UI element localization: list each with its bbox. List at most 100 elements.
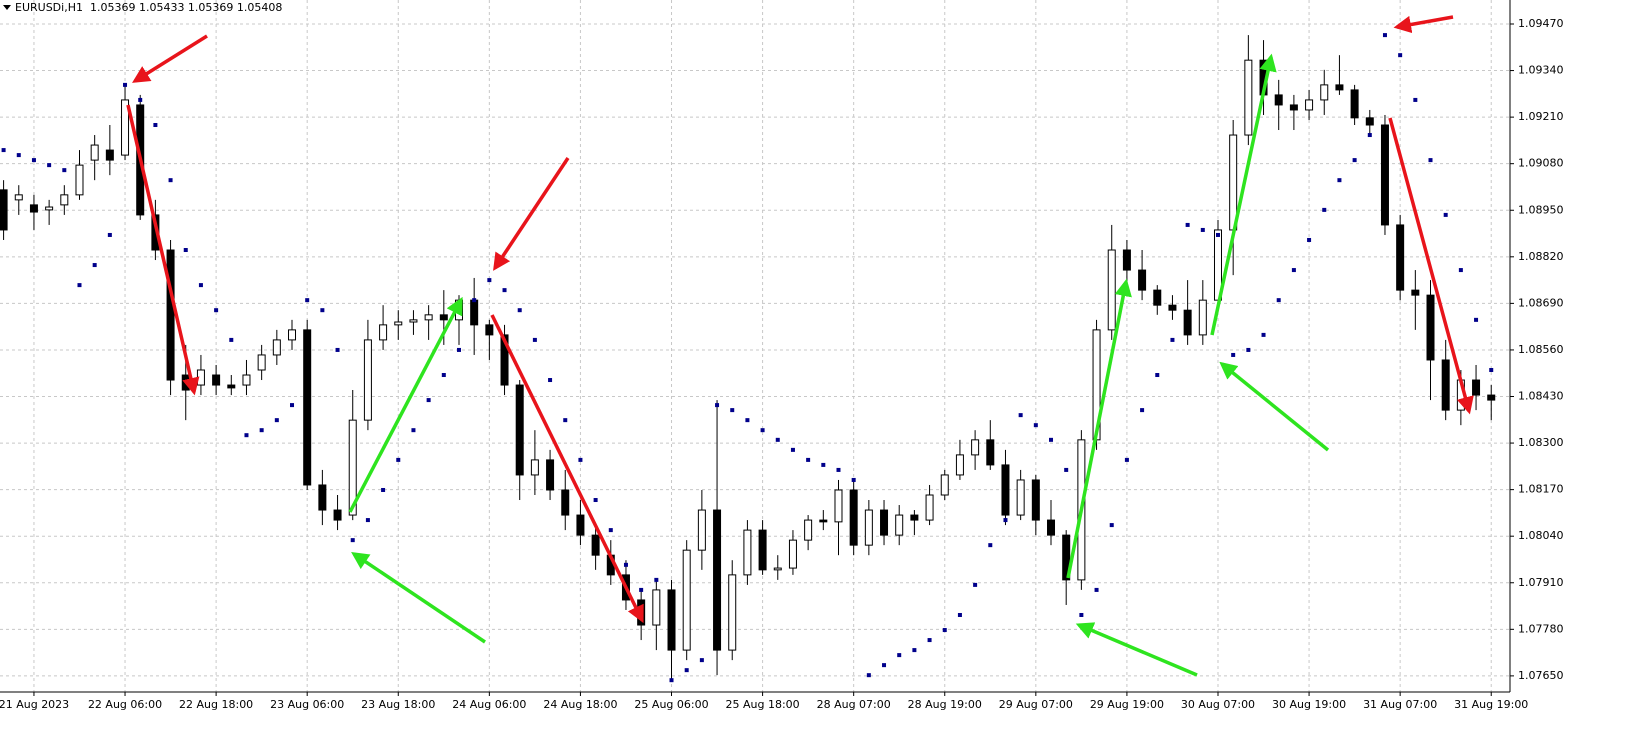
sar-dot (532, 337, 537, 342)
sar-dot (623, 562, 628, 567)
candle-body (515, 384, 524, 476)
arrow (132, 34, 208, 83)
candle-body (75, 164, 84, 196)
candle-body (697, 509, 706, 551)
arrow (351, 552, 486, 644)
sar-dot (806, 457, 811, 462)
sar-dot (1018, 413, 1023, 418)
sar-dot (320, 308, 325, 313)
sar-dot (790, 447, 795, 452)
candle-body (1244, 59, 1253, 136)
y-tick-label: 1.08300 (1518, 436, 1564, 449)
sar-dot (92, 263, 97, 268)
sar-dot (502, 288, 507, 293)
candle-body (1411, 289, 1420, 296)
candle-body (1426, 294, 1435, 361)
candle-body (1153, 289, 1162, 306)
sar-dot (1231, 352, 1236, 357)
sar-dot (1079, 612, 1084, 617)
candle-body (819, 519, 828, 523)
candle-body (439, 314, 448, 321)
candle-body (804, 519, 813, 541)
sar-dot (715, 403, 720, 408)
candle-body (90, 144, 99, 161)
candle-body (1107, 249, 1116, 331)
candle-body (849, 489, 858, 546)
sar-dot (198, 283, 203, 288)
chart-title: EURUSDi,H1 1.05369 1.05433 1.05369 1.054… (15, 1, 282, 14)
candle-body (1320, 84, 1329, 101)
arrow (1210, 53, 1277, 336)
candle-body (363, 339, 372, 421)
candle-body (864, 509, 873, 546)
candle-body (925, 494, 934, 521)
sar-dot (684, 668, 689, 673)
candle-body (470, 299, 479, 326)
sar-dot (244, 433, 249, 438)
candle-body (196, 369, 205, 386)
sar-dot (1124, 457, 1129, 462)
candle-body (895, 514, 904, 536)
sar-dot (760, 428, 765, 433)
candle-body (682, 549, 691, 651)
arrow (493, 157, 570, 271)
sar-dot (866, 673, 871, 678)
x-tick-label: 30 Aug 19:00 (1272, 698, 1346, 711)
y-tick-label: 1.08820 (1518, 250, 1564, 263)
sar-dot (441, 373, 446, 378)
candle-body (546, 459, 555, 491)
sar-dot (957, 612, 962, 617)
x-tick-label: 25 Aug 06:00 (634, 698, 708, 711)
y-tick-label: 1.08560 (1518, 343, 1564, 356)
sar-dot (1489, 367, 1494, 372)
sar-dot (107, 232, 112, 237)
candle-body (971, 439, 980, 456)
x-tick-label: 31 Aug 07:00 (1363, 698, 1437, 711)
y-tick-label: 1.07780 (1518, 622, 1564, 635)
candle-body (212, 374, 221, 386)
sar-dot (31, 158, 36, 163)
y-tick-label: 1.07910 (1518, 576, 1564, 589)
sar-dot (548, 378, 553, 383)
sar-dot (153, 123, 158, 128)
candle-body (1441, 359, 1450, 411)
sar-dot (745, 418, 750, 423)
sar-dot (669, 678, 674, 683)
sar-dot (472, 298, 477, 303)
sar-dot (1170, 337, 1175, 342)
sar-dot (138, 97, 143, 102)
sar-dot (62, 168, 67, 173)
sar-dot (1337, 178, 1342, 183)
x-tick-label: 28 Aug 07:00 (817, 698, 891, 711)
candle-body (773, 567, 782, 571)
candle-body (788, 539, 797, 569)
arrow (1066, 278, 1132, 579)
x-tick-label: 29 Aug 19:00 (1090, 698, 1164, 711)
y-tick-label: 1.08170 (1518, 483, 1564, 496)
y-tick-label: 1.09470 (1518, 17, 1564, 30)
sar-dot (1458, 268, 1463, 273)
sar-dot (1413, 97, 1418, 102)
sar-dot (1140, 408, 1145, 413)
sar-dot (259, 428, 264, 433)
sar-dot (927, 638, 932, 643)
sar-dot (973, 582, 978, 587)
sar-dot (942, 628, 947, 633)
sar-dot (608, 528, 613, 533)
sar-dot (699, 658, 704, 663)
sar-dot (305, 298, 310, 303)
candle-body (1335, 84, 1344, 91)
candle-body (181, 374, 190, 391)
candle-body (121, 99, 130, 156)
symbol-menu-icon[interactable] (3, 5, 11, 10)
candle-body (1168, 304, 1177, 311)
x-tick-label: 31 Aug 19:00 (1454, 698, 1528, 711)
candle-body (910, 514, 919, 521)
sar-dot (16, 153, 21, 158)
sar-dot (517, 308, 522, 313)
candle-body (394, 321, 403, 326)
y-tick-label: 1.09210 (1518, 110, 1564, 123)
sar-dot (1398, 53, 1403, 58)
candle-body (1138, 269, 1147, 291)
sar-dot (1307, 237, 1312, 242)
